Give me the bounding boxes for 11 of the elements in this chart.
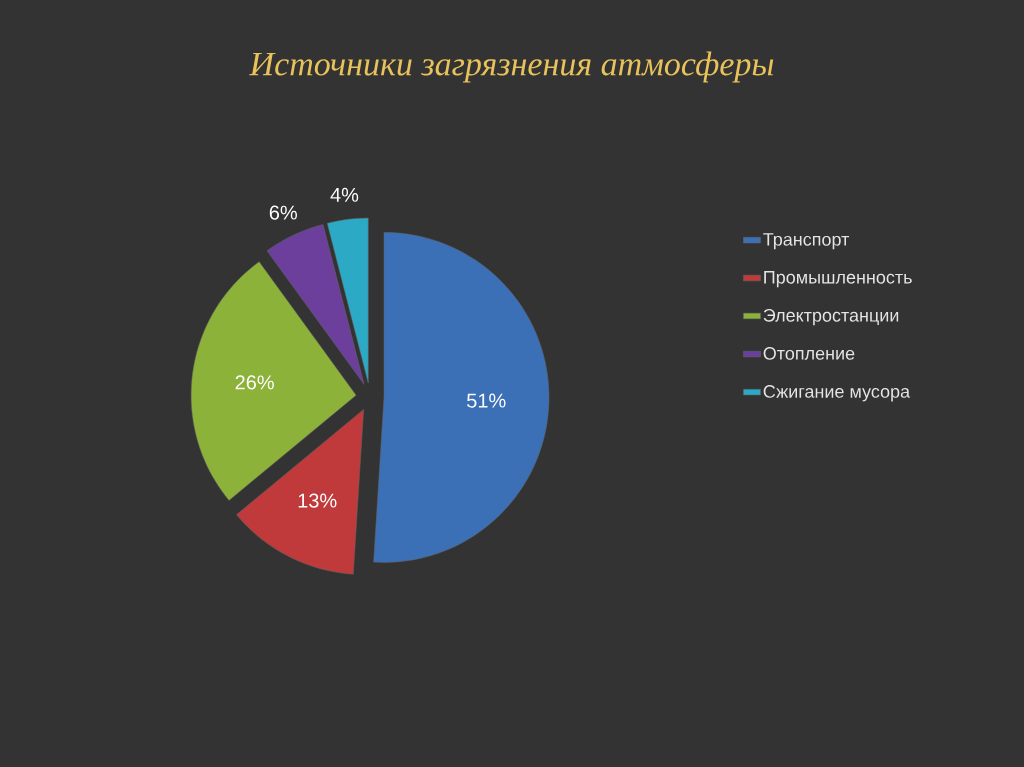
- data-label: 4%: [330, 187, 359, 202]
- chart-title: Источники загрязнения атмосферы: [249, 51, 774, 83]
- data-label: 6%: [269, 205, 297, 220]
- legend-label: Электростанции: [763, 308, 899, 326]
- data-label: 51%: [467, 393, 506, 408]
- legend-label: Транспорт: [763, 233, 850, 250]
- legend-label: Сжигание мусора: [763, 385, 911, 402]
- data-label: 26%: [235, 375, 274, 390]
- legend-label: Промышленность: [764, 271, 912, 288]
- legend-label: Отопление: [763, 347, 855, 360]
- data-label: 13%: [298, 493, 337, 508]
